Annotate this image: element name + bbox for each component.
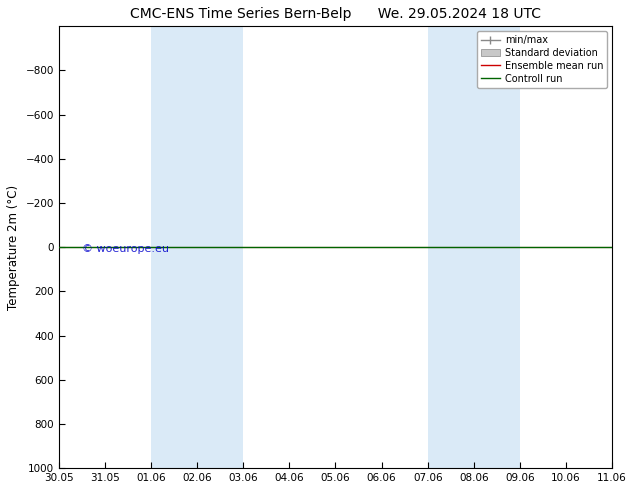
Text: © woeurope.eu: © woeurope.eu: [82, 244, 169, 254]
Bar: [151, 26, 243, 468]
Y-axis label: Temperature 2m (°C): Temperature 2m (°C): [7, 185, 20, 310]
Legend: min/max, Standard deviation, Ensemble mean run, Controll run: min/max, Standard deviation, Ensemble me…: [477, 31, 607, 88]
Title: CMC-ENS Time Series Bern-Belp      We. 29.05.2024 18 UTC: CMC-ENS Time Series Bern-Belp We. 29.05.…: [130, 7, 541, 21]
Bar: [428, 26, 520, 468]
